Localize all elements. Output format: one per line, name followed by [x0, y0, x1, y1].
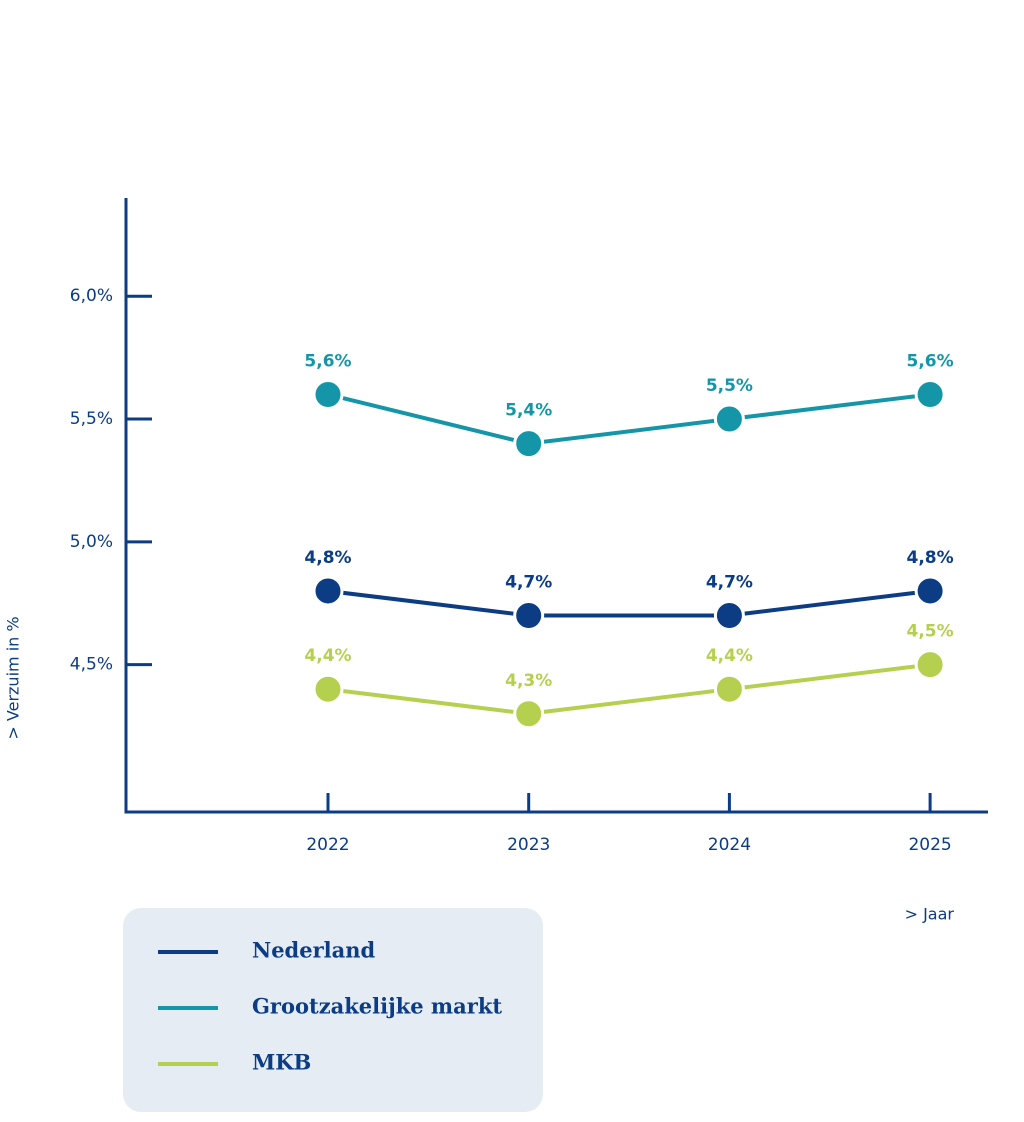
x-tick-label: 2022: [306, 835, 349, 855]
data-point: [914, 378, 946, 410]
y-tick-label: 4,5%: [70, 655, 113, 675]
legend-label: Grootzakelijke markt: [252, 994, 502, 1019]
data-label: 5,6%: [907, 351, 954, 371]
data-point: [914, 575, 946, 607]
y-tick-label: 5,5%: [70, 409, 113, 429]
data-point: [312, 378, 344, 410]
x-tick-label: 2023: [507, 835, 550, 855]
data-label: 4,8%: [907, 548, 954, 568]
data-label: 4,3%: [505, 671, 552, 691]
data-point: [312, 575, 344, 607]
data-label: 4,4%: [304, 646, 351, 666]
y-tick-label: 6,0%: [70, 286, 113, 306]
data-point: [914, 649, 946, 681]
data-label: 4,5%: [907, 622, 954, 642]
data-point: [513, 428, 545, 460]
series-line: [327, 588, 931, 618]
data-point: [513, 600, 545, 632]
y-tick-label: 5,0%: [70, 532, 113, 552]
data-label: 5,6%: [304, 351, 351, 371]
legend: [123, 908, 543, 1112]
data-label: 4,7%: [706, 573, 753, 593]
data-label: 5,5%: [706, 376, 753, 396]
data-point: [713, 673, 745, 705]
x-tick-label: 2024: [708, 835, 751, 855]
series-line: [327, 662, 931, 716]
data-label: 4,7%: [505, 573, 552, 593]
series-line: [327, 392, 931, 446]
data-label: 5,4%: [505, 401, 552, 421]
data-label: 4,4%: [706, 646, 753, 666]
x-axis-label: > Jaar: [905, 905, 955, 924]
data-point: [713, 403, 745, 435]
y-axis-label: > Verzuim in %: [4, 616, 23, 739]
x-tick-label: 2025: [908, 835, 951, 855]
data-label: 4,8%: [304, 548, 351, 568]
data-point: [312, 673, 344, 705]
legend-label: MKB: [252, 1050, 311, 1075]
data-point: [513, 698, 545, 730]
legend-label: Nederland: [252, 938, 376, 963]
data-point: [713, 600, 745, 632]
